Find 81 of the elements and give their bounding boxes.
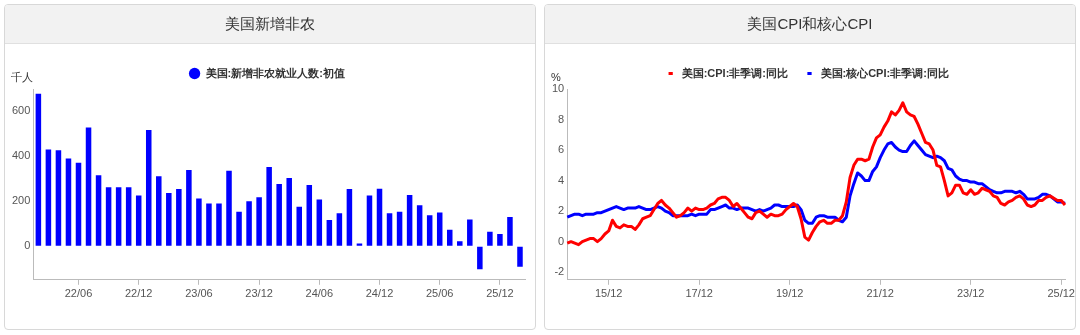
- bar: [95, 175, 102, 246]
- y-tick-label: -2: [554, 265, 565, 278]
- bar: [336, 213, 343, 246]
- x-tick-label: 22/06: [64, 287, 93, 300]
- legend-label: 美国:新增非农就业人数:初值: [204, 66, 345, 80]
- x-tick-label: 25/12: [486, 287, 514, 300]
- bar: [296, 206, 302, 246]
- bar: [45, 149, 52, 246]
- bar: [306, 185, 313, 246]
- x-tick-label: 19/12: [775, 287, 804, 300]
- bar: [396, 211, 403, 246]
- bar: [206, 203, 212, 246]
- y-tick-label: 400: [11, 149, 31, 162]
- y-tick-label: 10: [551, 82, 565, 95]
- bar: [467, 219, 473, 246]
- x-tick-label: 23/12: [956, 287, 985, 300]
- x-tick-label: 22/12: [124, 287, 153, 300]
- bar: [186, 170, 192, 246]
- bar: [196, 198, 202, 246]
- y-tick-label: 600: [11, 104, 31, 117]
- bar: [145, 130, 152, 246]
- bar: [226, 170, 232, 246]
- bar: [386, 213, 393, 246]
- bar: [115, 187, 122, 246]
- bar: [457, 241, 463, 246]
- bar: [316, 199, 323, 246]
- y-tick-label: 4: [558, 173, 565, 186]
- y-tick-label: 0: [558, 234, 565, 247]
- x-tick-label: 24/06: [305, 287, 334, 300]
- chart-title: 美国CPI和核心CPI: [747, 14, 873, 34]
- bar: [55, 150, 62, 246]
- bar: [416, 205, 423, 246]
- bar: [356, 243, 363, 246]
- bar: [507, 216, 513, 246]
- bar: [366, 195, 373, 246]
- bar: [236, 211, 242, 246]
- bar: [166, 192, 172, 246]
- x-tick-label: 21/12: [866, 287, 894, 300]
- bar: [426, 215, 433, 246]
- bar: [477, 246, 483, 270]
- x-tick-label: 25/12: [1047, 287, 1075, 300]
- legend-label: 美国:CPI:非季调:同比: [680, 66, 788, 79]
- bar: [376, 188, 383, 246]
- y-tick-label: 2: [558, 204, 565, 217]
- bar: [446, 229, 453, 246]
- bar: [65, 158, 72, 246]
- bar: [266, 166, 272, 246]
- chart-title: 美国新增非农: [225, 14, 315, 34]
- bar: [105, 187, 112, 246]
- x-tick-label: 23/12: [245, 287, 273, 300]
- x-tick-label: 24/12: [365, 287, 394, 300]
- bar: [346, 189, 353, 246]
- bar: [75, 162, 82, 246]
- bar: [517, 246, 523, 267]
- bar: [326, 220, 333, 246]
- y-tick-label: 8: [558, 112, 565, 125]
- bar: [85, 127, 92, 246]
- bar: [436, 212, 443, 246]
- bar: [256, 197, 262, 246]
- y-axis-title: %: [551, 70, 561, 83]
- bar: [276, 183, 282, 246]
- legend-label: 美国:核心CPI:非季调:同比: [819, 66, 949, 79]
- y-axis-title: 千人: [11, 70, 33, 83]
- bar: [176, 189, 182, 246]
- bar: [497, 234, 503, 246]
- x-tick-label: 17/12: [685, 287, 713, 300]
- x-tick-label: 25/06: [425, 287, 454, 300]
- bar: [286, 178, 292, 246]
- bar: [156, 176, 162, 246]
- x-tick-label: 23/06: [185, 287, 213, 300]
- bar: [246, 201, 252, 246]
- y-tick-label: 200: [11, 194, 31, 207]
- bar: [125, 187, 132, 246]
- bar: [216, 203, 222, 246]
- y-tick-label: 6: [558, 143, 565, 156]
- bar: [487, 231, 493, 246]
- y-tick-label: 0: [24, 239, 31, 252]
- bar: [135, 195, 142, 246]
- bar: [406, 194, 413, 246]
- bar: [35, 93, 42, 246]
- x-tick-label: 15/12: [594, 287, 623, 300]
